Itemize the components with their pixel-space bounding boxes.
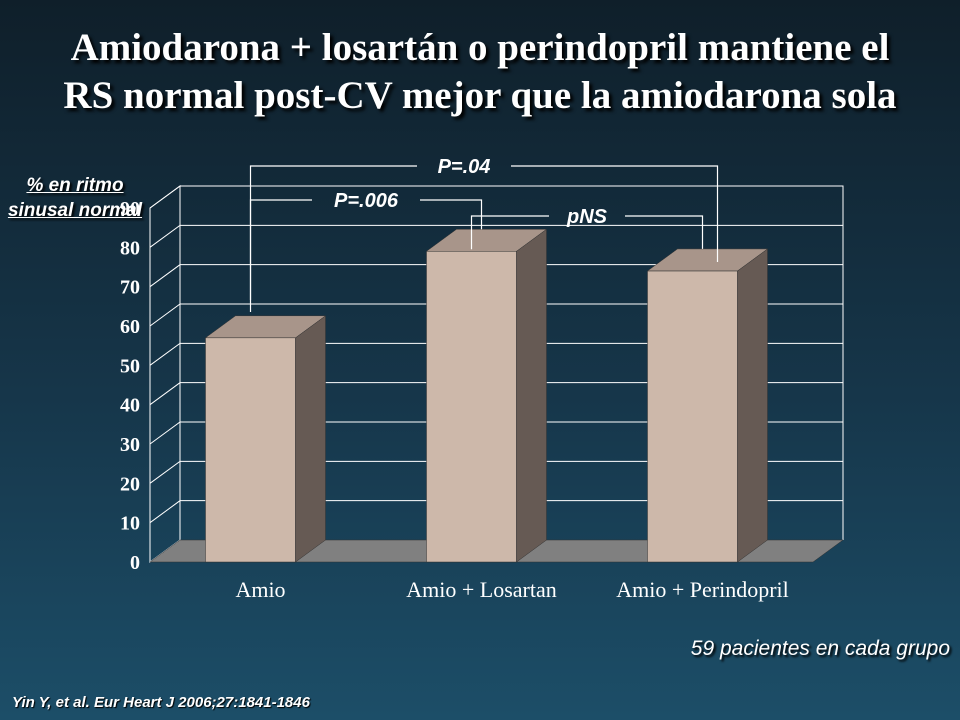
y-tick-label: 60 [120, 316, 140, 338]
y-tick-label: 70 [120, 277, 140, 299]
bar-front [426, 251, 517, 563]
y-tick-label: 80 [120, 237, 140, 259]
citation: Yin Y, et al. Eur Heart J 2006;27:1841-1… [12, 694, 310, 711]
sample-size-note: 59 pacientes en cada grupo [690, 637, 950, 660]
annotation-bracket-left [470, 215, 549, 250]
y-tick-label: 90 [120, 198, 140, 220]
annotation-bracket-left [249, 165, 417, 312]
annotation-label: pNS [566, 206, 608, 228]
y-tick-label: 40 [120, 395, 140, 417]
annotation-2: pNS [470, 206, 704, 250]
x-axis-categories: Amio Amio + Losartan Amio + Perindopril [235, 577, 788, 602]
bar-3 [646, 248, 769, 563]
y-tick-label: 20 [120, 473, 140, 495]
gridline [149, 224, 843, 248]
gridline [149, 460, 843, 484]
y-tick-label: 50 [120, 355, 140, 377]
chart-bars [204, 228, 769, 563]
y-axis-ticks: 0 10 20 30 40 50 60 70 80 90 [120, 198, 140, 574]
gridline [149, 185, 843, 209]
gridline [149, 342, 843, 366]
bar-side [737, 248, 768, 563]
bar-2 [425, 228, 548, 563]
annotation-label: P=.006 [334, 190, 399, 212]
y-tick-label: 30 [120, 434, 140, 456]
x-category-label: Amio + Perindopril [616, 577, 789, 602]
gridline [149, 264, 843, 288]
bar-front [647, 270, 738, 563]
x-category-label: Amio + Losartan [406, 577, 557, 602]
bar-side [516, 228, 547, 563]
annotation-bracket-left [249, 199, 312, 300]
y-tick-label: 10 [120, 513, 140, 535]
slide-title: Amiodarona + losartán o perindopril mant… [0, 24, 960, 120]
annotation-3: P=.04 [249, 156, 719, 312]
gridline [149, 500, 843, 524]
side-wall [149, 185, 181, 563]
bar-front [205, 337, 296, 563]
bar-top [425, 229, 548, 252]
y-axis-label-line-2: sinusal normal [7, 200, 143, 221]
y-axis-label-line-1: % en ritmo [26, 175, 124, 196]
bar-1 [204, 315, 327, 563]
bar-side [295, 315, 326, 563]
annotation-bracket-right [420, 199, 483, 230]
bar-top [204, 315, 327, 339]
bar-top [646, 248, 769, 272]
x-category-label: Amio [235, 577, 285, 602]
gridline [149, 421, 843, 445]
significance-annotations: P=.006 pNS P=.04 [249, 156, 719, 312]
title-line-1: Amiodarona + losartán o perindopril mant… [70, 26, 890, 69]
gridline [149, 303, 843, 327]
chart-gridlines [149, 185, 843, 524]
y-axis-label: % en ritmo sinusal normal [0, 173, 150, 223]
gridline [149, 382, 843, 406]
y-tick-label: 0 [130, 552, 140, 574]
annotation-bracket-right [511, 165, 719, 262]
title-line-2: RS normal post-CV mejor que la amiodaron… [63, 74, 897, 117]
annotation-bracket-right [625, 215, 704, 249]
annotation-label: P=.04 [438, 156, 491, 178]
